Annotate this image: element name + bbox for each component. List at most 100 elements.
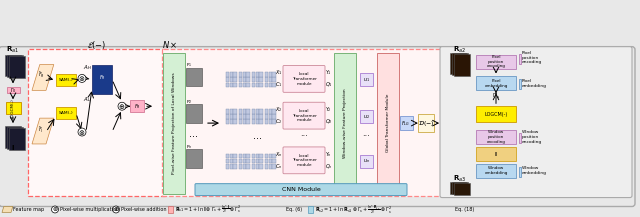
Text: $\otimes$: $\otimes$ (78, 128, 86, 136)
Text: Pixel
embedding: Pixel embedding (484, 79, 508, 88)
FancyBboxPatch shape (9, 56, 25, 78)
FancyBboxPatch shape (418, 114, 434, 132)
FancyBboxPatch shape (226, 109, 229, 113)
FancyBboxPatch shape (226, 159, 229, 163)
Text: $X_2$: $X_2$ (275, 105, 282, 114)
FancyBboxPatch shape (239, 119, 242, 124)
FancyBboxPatch shape (519, 54, 520, 64)
Text: $\Gamma'_s$: $\Gamma'_s$ (492, 92, 500, 101)
FancyBboxPatch shape (230, 109, 233, 113)
FancyBboxPatch shape (168, 205, 173, 214)
FancyBboxPatch shape (269, 153, 272, 158)
FancyBboxPatch shape (265, 164, 268, 169)
FancyBboxPatch shape (243, 153, 246, 158)
FancyBboxPatch shape (476, 55, 516, 69)
FancyBboxPatch shape (243, 77, 246, 82)
Text: $\mathbf{R}_{s1} = 1 + \ln \mathbf{I} \otimes \Gamma_s + \frac{\ln^2 \mathbf{I}}: $\mathbf{R}_{s1} = 1 + \ln \mathbf{I} \o… (175, 204, 241, 215)
FancyBboxPatch shape (9, 128, 25, 150)
Text: $C_n$: $C_n$ (275, 162, 282, 171)
FancyBboxPatch shape (265, 77, 268, 82)
FancyBboxPatch shape (259, 83, 262, 87)
FancyBboxPatch shape (234, 109, 237, 113)
FancyBboxPatch shape (186, 104, 202, 123)
FancyBboxPatch shape (334, 53, 356, 194)
Text: Pixel
position
encoding: Pixel position encoding (486, 55, 506, 68)
FancyBboxPatch shape (252, 159, 255, 163)
FancyBboxPatch shape (269, 77, 272, 82)
FancyBboxPatch shape (246, 164, 250, 169)
Polygon shape (2, 207, 13, 212)
Text: $N \times$: $N \times$ (162, 39, 178, 50)
Text: $\mathbf{R}_{a3}$: $\mathbf{R}_{a3}$ (453, 174, 467, 184)
FancyBboxPatch shape (283, 102, 325, 129)
FancyBboxPatch shape (255, 72, 259, 77)
Text: SAM(-): SAM(-) (59, 111, 74, 115)
FancyBboxPatch shape (259, 119, 262, 124)
FancyBboxPatch shape (226, 77, 229, 82)
Circle shape (78, 128, 86, 136)
FancyBboxPatch shape (234, 119, 237, 124)
FancyBboxPatch shape (452, 182, 468, 194)
FancyBboxPatch shape (265, 159, 268, 163)
Text: $\hat{F}_I$: $\hat{F}_I$ (38, 124, 44, 135)
FancyBboxPatch shape (243, 159, 246, 163)
FancyBboxPatch shape (273, 83, 276, 87)
Text: $\mathcal{E}(\mathrm{-})$: $\mathcal{E}(\mathrm{-})$ (87, 39, 107, 51)
Text: $\otimes$: $\otimes$ (78, 74, 86, 83)
Text: ...: ... (253, 131, 262, 141)
Text: $F_{LG}$: $F_{LG}$ (401, 119, 411, 128)
FancyBboxPatch shape (243, 109, 246, 113)
FancyBboxPatch shape (255, 153, 259, 158)
FancyBboxPatch shape (230, 164, 233, 169)
Text: Eq. (18): Eq. (18) (455, 207, 474, 212)
FancyBboxPatch shape (259, 153, 262, 158)
FancyBboxPatch shape (246, 72, 250, 77)
Text: ...: ... (300, 129, 308, 138)
FancyBboxPatch shape (7, 127, 23, 149)
Text: Pixel
embedding: Pixel embedding (522, 79, 547, 88)
FancyBboxPatch shape (7, 55, 23, 77)
FancyBboxPatch shape (259, 72, 262, 77)
Polygon shape (32, 118, 54, 144)
FancyBboxPatch shape (255, 83, 259, 87)
FancyBboxPatch shape (273, 114, 276, 119)
Text: $F_R$: $F_R$ (134, 102, 140, 111)
Text: $C_2$: $C_2$ (275, 117, 282, 126)
Text: $A_L$: $A_L$ (83, 95, 91, 104)
Text: Pixel-wise Feature Projection of Local Windows: Pixel-wise Feature Projection of Local W… (172, 72, 176, 174)
Text: LOGCM(-): LOGCM(-) (11, 98, 15, 118)
Text: P$_n$: P$_n$ (186, 143, 193, 151)
FancyBboxPatch shape (246, 83, 250, 87)
FancyBboxPatch shape (246, 159, 250, 163)
Text: SAM(-): SAM(-) (59, 78, 74, 82)
Circle shape (51, 206, 58, 213)
FancyBboxPatch shape (273, 72, 276, 77)
FancyBboxPatch shape (377, 53, 399, 194)
FancyBboxPatch shape (252, 164, 255, 169)
FancyBboxPatch shape (243, 119, 246, 124)
Text: $\otimes$: $\otimes$ (52, 205, 58, 214)
FancyBboxPatch shape (269, 119, 272, 124)
FancyBboxPatch shape (230, 77, 233, 82)
FancyBboxPatch shape (454, 54, 470, 76)
FancyBboxPatch shape (252, 72, 255, 77)
FancyBboxPatch shape (255, 164, 259, 169)
FancyBboxPatch shape (234, 83, 237, 87)
FancyBboxPatch shape (230, 119, 233, 124)
FancyBboxPatch shape (226, 153, 229, 158)
FancyBboxPatch shape (226, 72, 229, 77)
FancyBboxPatch shape (452, 53, 468, 75)
FancyBboxPatch shape (246, 119, 250, 124)
FancyBboxPatch shape (226, 83, 229, 87)
Text: $X_1$: $X_1$ (275, 68, 282, 77)
FancyBboxPatch shape (252, 109, 255, 113)
FancyBboxPatch shape (252, 153, 255, 158)
FancyBboxPatch shape (360, 155, 373, 168)
FancyBboxPatch shape (243, 83, 246, 87)
FancyBboxPatch shape (162, 49, 562, 196)
FancyBboxPatch shape (5, 55, 21, 76)
Text: $\mathbf{I}$: $\mathbf{I}$ (494, 150, 498, 158)
FancyBboxPatch shape (476, 164, 516, 178)
Text: $Y_1$: $Y_1$ (325, 68, 332, 77)
FancyBboxPatch shape (265, 72, 268, 77)
